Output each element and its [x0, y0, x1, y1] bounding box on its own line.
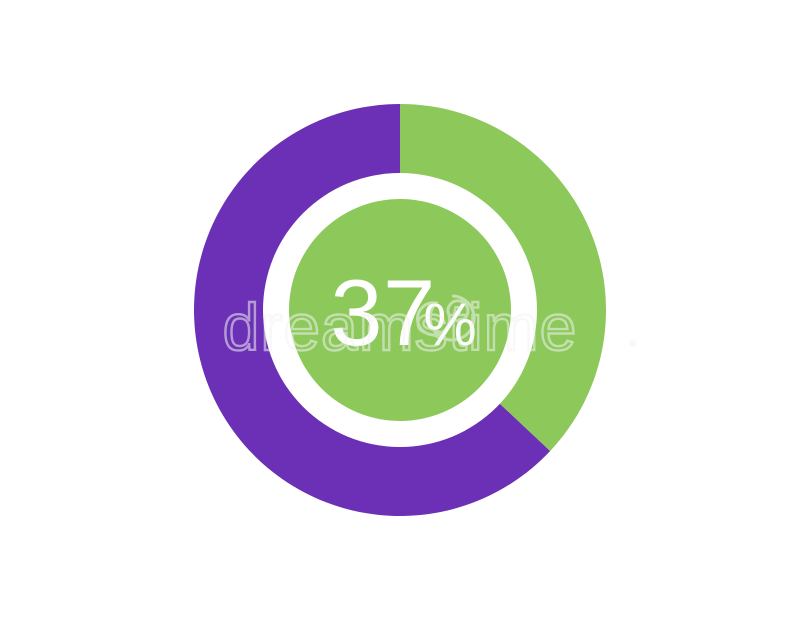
inner-disc: [289, 199, 511, 421]
percent-symbol-text: %: [423, 291, 476, 358]
percentage-value-text: 37: [330, 260, 436, 365]
